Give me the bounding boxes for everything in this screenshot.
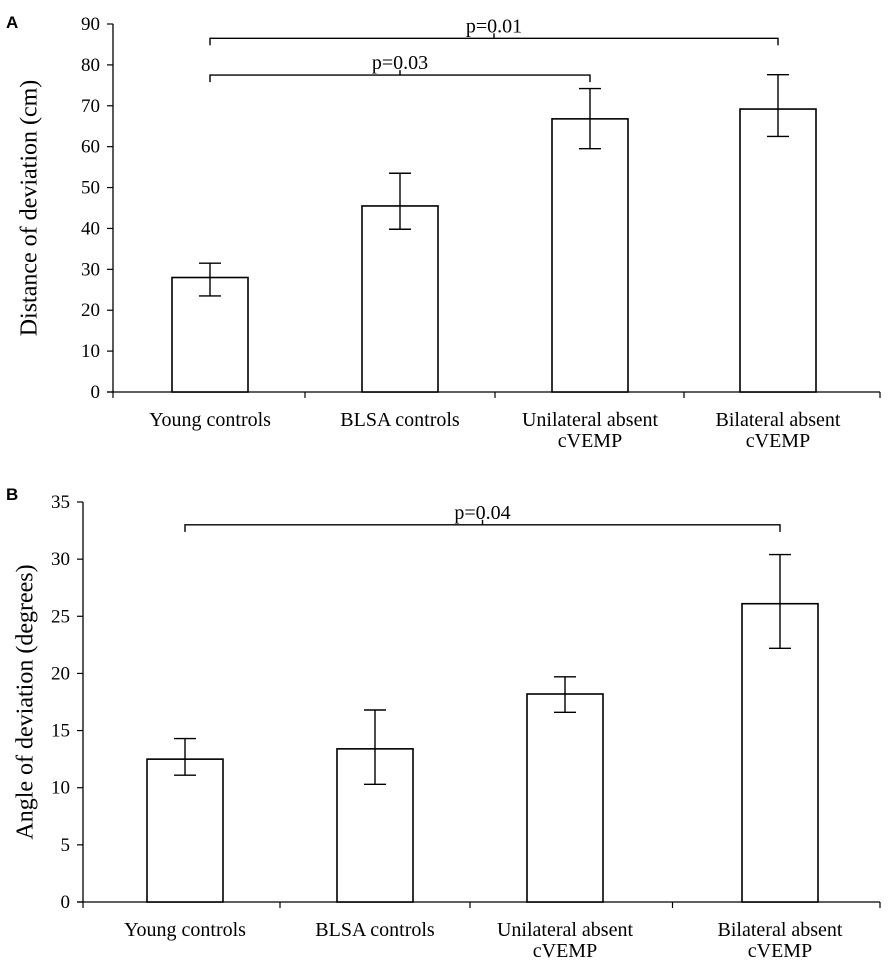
p-value-label: p=0.03 <box>372 52 428 74</box>
y-tick-label: 10 <box>81 341 100 362</box>
category-label: Young controls <box>124 919 246 941</box>
category-label: BLSA controls <box>315 919 435 941</box>
significance-bracket <box>209 37 779 46</box>
y-tick-label: 5 <box>61 835 71 856</box>
bar <box>526 693 604 903</box>
panel-label: B <box>6 485 18 504</box>
panel-b: B 0 5 10 15 20 25 30 35 Angle of deviation (degre… <box>6 485 881 962</box>
p-value-label: p=0.04 <box>454 502 510 524</box>
y-axis-label: Angle of deviation (degrees) <box>12 564 38 839</box>
panel-label: A <box>6 13 18 32</box>
category-label: cVEMP <box>533 940 597 962</box>
panel-a: A 0 10 20 30 40 50 60 70 80 90 Distance of deviatio… <box>6 13 881 452</box>
category-label: Bilateral absent <box>716 409 841 431</box>
significance-bracket <box>209 74 591 83</box>
category-label: cVEMP <box>746 430 810 452</box>
category-label: Unilateral absent <box>522 409 658 431</box>
y-tick-label: 30 <box>51 549 70 570</box>
bar <box>361 205 439 393</box>
y-tick-label: 50 <box>81 178 100 199</box>
y-tick-label: 90 <box>81 14 100 35</box>
y-tick-label: 20 <box>51 663 70 684</box>
significance-bracket <box>184 524 781 532</box>
bar <box>739 108 817 393</box>
bar <box>146 758 224 903</box>
bar <box>551 118 629 393</box>
y-tick-label: 80 <box>81 55 100 76</box>
category-label: Unilateral absent <box>497 919 633 941</box>
category-label: Bilateral absent <box>718 919 843 941</box>
y-tick-label: 15 <box>51 721 70 742</box>
y-tick-label: 60 <box>81 137 100 158</box>
y-tick-label: 10 <box>51 778 70 799</box>
y-tick-label: 40 <box>81 218 100 239</box>
y-tick-label: 30 <box>81 259 100 280</box>
y-tick-label: 20 <box>81 300 100 321</box>
category-label: BLSA controls <box>340 409 460 431</box>
y-tick-label: 35 <box>51 492 70 513</box>
y-axis-label: Distance of deviation (cm) <box>16 80 42 337</box>
y-tick-label: 70 <box>81 96 100 117</box>
y-tick-label: 0 <box>91 382 101 403</box>
p-value-label: p=0.01 <box>466 15 522 37</box>
bar <box>741 602 819 903</box>
y-tick-label: 0 <box>61 892 71 913</box>
category-label: cVEMP <box>558 430 622 452</box>
category-label: Young controls <box>149 409 271 431</box>
category-label: cVEMP <box>748 940 812 962</box>
y-tick-label: 25 <box>51 606 70 627</box>
